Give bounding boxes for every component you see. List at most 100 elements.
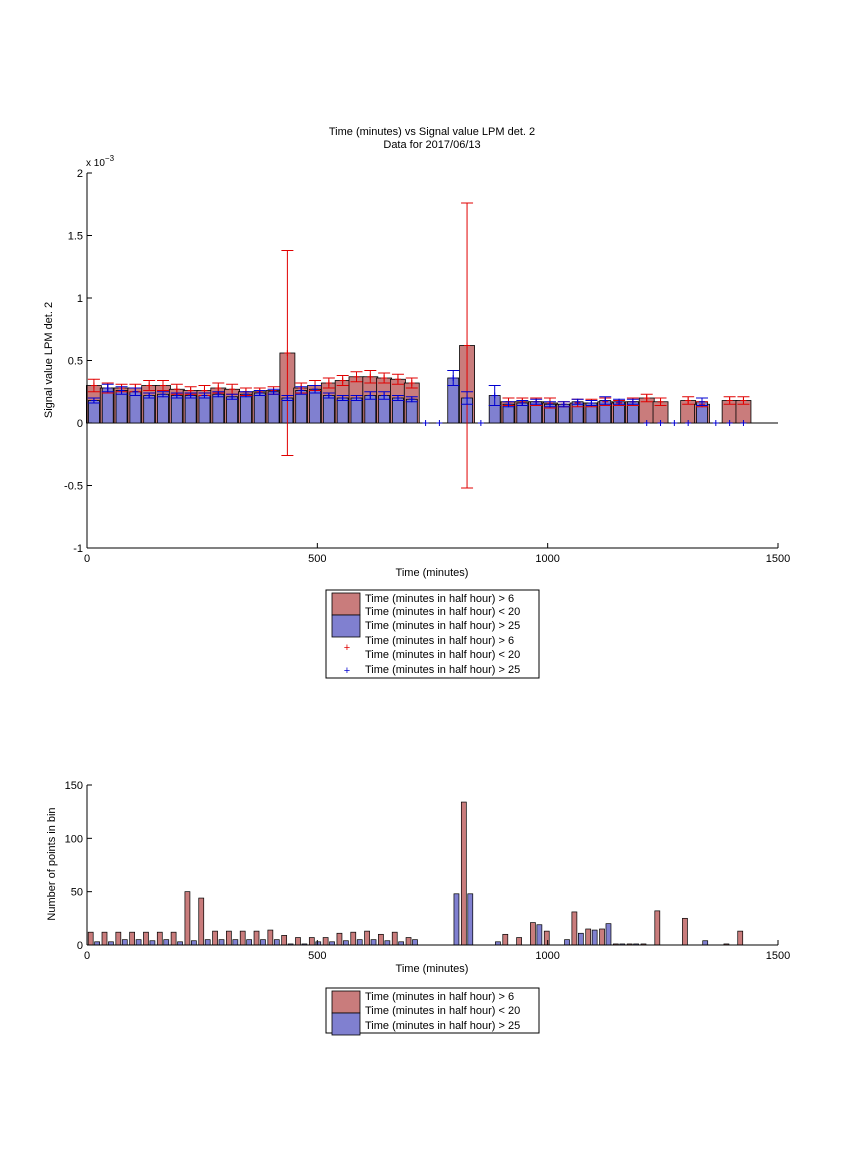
top-plot-area: 0 500 1000 1500 -1 -0.5 0 0.5 1 1.5 2 (64, 168, 790, 565)
x-axis-label: Time (minutes) (396, 567, 469, 579)
count-bar-blue (577, 932, 584, 946)
bar-blue (157, 393, 169, 424)
y-tick-label: 100 (65, 833, 83, 845)
x-tick-label: 1500 (766, 553, 790, 565)
y-tick-label: -1 (73, 543, 83, 555)
count-bar-red (516, 937, 522, 946)
count-bar-blue (370, 939, 377, 946)
x-tick-label: 1000 (535, 950, 559, 962)
bottom-legend: Time (minutes in half hour) > 6 Time (mi… (325, 987, 540, 1036)
count-bar-blue (536, 924, 543, 946)
count-bar-blue (356, 939, 363, 946)
y-tick-label: 0.5 (68, 356, 83, 368)
bar-blue (267, 391, 280, 424)
y-tick-label: 0 (77, 418, 83, 430)
bar-blue (405, 398, 418, 424)
count-bar-red (322, 937, 329, 946)
bar-blue (309, 388, 321, 424)
bar-blue (88, 400, 100, 424)
count-bar-blue (149, 940, 156, 946)
count-bar-red (198, 897, 205, 946)
bar-blue (143, 395, 156, 424)
bar-blue (170, 395, 183, 424)
legend-entry: Time (minutes in half hour) > 6 (365, 991, 514, 1003)
legend-marker-blue-plus: + (344, 665, 350, 677)
x-tick-label: 1500 (766, 950, 790, 962)
legend-entry: Time (minutes in half hour) > 25 (365, 1020, 520, 1032)
y-tick-label: 150 (65, 780, 83, 792)
bar-blue (115, 390, 128, 424)
legend-entry: Time (minutes in half hour) > 6 (365, 635, 514, 647)
count-bar-blue (273, 939, 280, 946)
count-bar-red (267, 929, 274, 946)
bar-blue (184, 395, 197, 424)
count-bar-red (350, 931, 357, 946)
bar-blue (336, 397, 349, 424)
y-axis-label: Number of points in bin (46, 807, 58, 920)
bar-blue (198, 395, 211, 424)
legend-swatch-red (331, 592, 361, 616)
y-tick-label: 0 (77, 940, 83, 952)
count-bar-red (585, 928, 592, 946)
count-bar-red (115, 931, 122, 946)
legend-entry: Time (minutes in half hour) > 25 (365, 664, 520, 676)
count-bar-red (682, 917, 688, 946)
count-bar-red (308, 937, 315, 946)
count-bar-blue (163, 939, 170, 946)
count-bar-red (129, 931, 135, 946)
count-bar-red (281, 935, 288, 946)
count-bar-red (336, 932, 343, 946)
chart-title-line1: Time (minutes) vs Signal value LPM det. … (329, 126, 535, 138)
legend-swatch-red (331, 990, 361, 1014)
bar-blue (253, 392, 266, 424)
count-bar-blue (412, 939, 418, 946)
bar-blue (240, 393, 252, 424)
y-exponent-label: x 10−3 (86, 154, 115, 169)
count-bar-blue (453, 893, 460, 946)
bar-blue (392, 397, 404, 424)
count-bar-blue (135, 939, 142, 946)
top-legend: + + Time (minutes in half hour) > 6 Time… (325, 589, 540, 679)
legend-entry: Time (minutes in half hour) < 20 (365, 649, 520, 661)
bar-blue (350, 397, 363, 424)
top-chart: Time (minutes) vs Signal value LPM det. … (43, 126, 790, 679)
count-bar-blue (191, 940, 197, 946)
count-bar-blue (702, 940, 709, 946)
y-tick-label: 1.5 (68, 231, 83, 243)
count-bar-red (226, 930, 232, 946)
x-axis-label: Time (minutes) (396, 963, 469, 975)
y-axis-label: Signal value LPM det. 2 (43, 302, 55, 418)
count-bar-red (170, 931, 177, 946)
count-bar-blue (246, 939, 253, 946)
y-tick-label: -0.5 (64, 481, 83, 493)
count-bar-red (543, 930, 550, 946)
y-tick-label: 50 (71, 887, 83, 899)
x-tick-label: 0 (84, 553, 90, 565)
count-bar-red (502, 933, 509, 946)
count-bar-blue (343, 940, 349, 946)
legend-entry: Time (minutes in half hour) > 6 (365, 593, 514, 605)
x-tick-label: 0 (84, 950, 90, 962)
count-bar-blue (260, 939, 266, 946)
count-bar-red (378, 933, 384, 946)
legend-entry: Time (minutes in half hour) < 20 (365, 1005, 520, 1017)
count-bar-red (530, 922, 536, 946)
count-bar-red (571, 911, 578, 946)
count-bar-blue (121, 939, 128, 946)
bar-blue (226, 396, 239, 424)
count-bar-red (654, 910, 661, 946)
count-bar-red (295, 937, 301, 946)
bar-blue (322, 395, 335, 424)
count-bar-blue (384, 940, 391, 946)
x-tick-label: 500 (308, 950, 326, 962)
legend-marker-red-plus: + (344, 642, 350, 654)
bottom-chart: 0 500 1000 1500 0 50 100 150 Time (minutes) Num… (46, 780, 790, 1036)
count-bar-red (364, 930, 370, 946)
count-bar-blue (605, 923, 612, 946)
chart-title-line2: Data for 2017/06/13 (383, 139, 480, 151)
count-bar-red (101, 931, 108, 946)
y-tick-label: 2 (77, 168, 83, 180)
x-tick-label: 500 (308, 553, 326, 565)
count-bar-red (143, 931, 149, 946)
